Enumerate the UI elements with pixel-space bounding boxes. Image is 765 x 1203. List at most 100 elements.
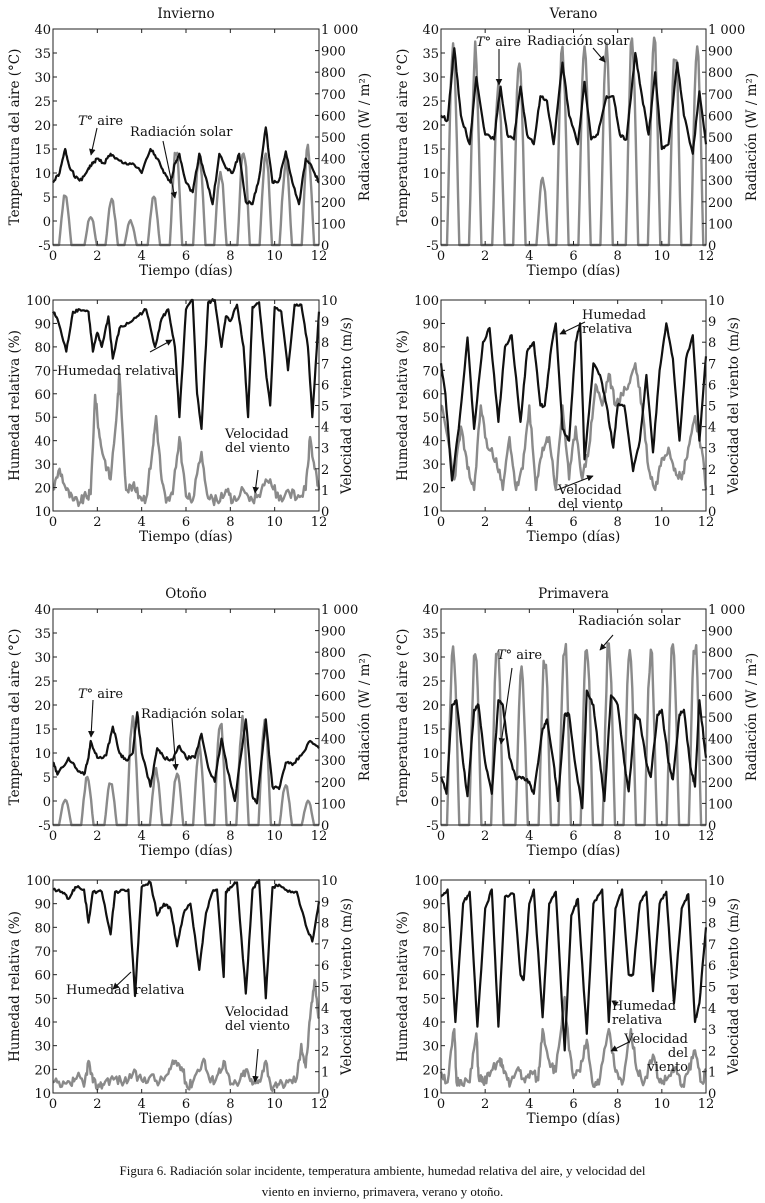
y2-tick-label: 1 000 [321,603,358,618]
y-tick-label: 90 [34,898,51,913]
y2-tick-label: 10 [321,294,338,309]
y2-tick-label: 2 [321,1044,329,1059]
y2-tick-label: 0 [708,505,716,520]
x-tick-label: 12 [311,515,328,530]
y2-tick-label: 500 [708,131,733,146]
x-tick-label: 6 [569,249,577,264]
y-tick-label: 100 [26,294,51,309]
x-tick-label: 6 [182,1097,190,1112]
x-tick-label: 4 [525,249,533,264]
y2-tick-label: 0 [321,239,329,254]
y2-tick-label: 400 [321,733,346,748]
chart-invierno-hum: 0 2 4 6 8 10 121020304050607080901000123456789… [7,294,355,545]
y2-tick-label: 0 [708,819,716,834]
y-tick-label: 20 [422,699,439,714]
x-tick-label: 10 [654,515,671,530]
y2-tick-label: 4 [708,1002,716,1017]
x-tick-label: 4 [138,1097,146,1112]
x-tick-label: 8 [226,515,234,530]
y-tick-label: 5 [43,771,51,786]
series-humedad-relativa [52,878,321,1000]
y2-tick-label: 900 [321,625,346,640]
y2-tick-label: 5 [321,400,329,415]
y-tick-label: 0 [43,795,51,810]
y-axis-label: Temperatura del aire (°C) [7,49,23,226]
y2-tick-label: 4 [321,1002,329,1017]
y2-tick-label: 5 [708,981,716,996]
x-tick-label: 4 [138,249,146,264]
y-tick-label: 30 [34,651,51,666]
y-tick-label: 40 [422,1016,439,1031]
y-tick-label: 90 [422,317,439,332]
y2-tick-label: 900 [708,625,733,640]
x-tick-label: 6 [569,515,577,530]
y2-axis-label: Radiación (W / m²) [744,653,760,781]
x-tick-label: 10 [266,515,283,530]
annotation-arrow [171,717,179,771]
y2-tick-label: 8 [321,917,329,932]
y2-tick-label: 600 [708,109,733,124]
y-tick-label: 70 [34,945,51,960]
x-axis-label: Tiempo (días) [527,1111,621,1127]
y-tick-label: 40 [34,603,51,618]
y-tick-label: 10 [34,505,51,520]
annotation-t-symbol: T [78,687,88,702]
x-tick-label: 4 [138,515,146,530]
annotation-t-symbol: T [497,648,507,663]
x-axis-label: Tiempo (días) [139,843,233,859]
y-tick-label: 40 [34,23,51,38]
annotation-label: del viento [225,1019,290,1034]
x-tick-label: 2 [481,829,489,844]
annotation-label: del [668,1046,688,1061]
x-tick-label: 8 [226,249,234,264]
annotation-label: relativa [612,1013,663,1028]
x-axis-label: Tiempo (días) [139,263,233,279]
y-tick-label: 30 [422,1040,439,1055]
x-tick-label: 8 [614,515,622,530]
y-tick-label: 50 [34,411,51,426]
y-tick-label: 20 [34,119,51,134]
y-axis-label: Humedad relativa (%) [395,911,411,1062]
annotation-arrow [112,971,132,990]
y2-tick-label: 1 [708,1066,716,1081]
x-tick-label: 12 [698,829,715,844]
y-tick-label: 100 [26,874,51,889]
y2-tick-label: 300 [321,174,346,189]
annotation-label: relativa [582,322,633,337]
annotation-arrow [149,339,173,353]
y2-tick-label: 600 [321,689,346,704]
x-tick-label: 2 [481,249,489,264]
y2-tick-label: 700 [708,668,733,683]
series-radiación-solar [441,642,706,827]
annotation-label: Radiación solar [130,125,233,140]
annotation-t-symbol: T [78,114,88,129]
y-tick-label: 70 [422,364,439,379]
y2-tick-label: 10 [321,874,338,889]
caption-line-2: viento en invierno, primavera, verano y … [261,1184,504,1199]
y-tick-label: 100 [414,294,439,309]
annotation-t-rest: ° aire [87,687,124,702]
y-tick-label: 15 [34,723,51,738]
x-tick-label: 0 [437,829,445,844]
y-tick-label: 60 [422,969,439,984]
chart-title: Otoño [165,586,206,602]
y2-tick-label: 2 [321,463,329,478]
y-tick-label: 40 [34,1016,51,1031]
annotation-label: del viento [558,497,623,512]
annotation-label: Radiación solar [578,614,681,629]
y2-tick-label: 200 [708,196,733,211]
y-tick-label: 30 [34,1040,51,1055]
y-tick-label: -5 [426,819,439,834]
annotation-label: Velocidad [224,427,289,442]
caption-line-1: Figura 6. Radiación solar incidente, tem… [119,1163,646,1178]
y-tick-label: 80 [34,921,51,936]
y2-tick-label: 6 [708,378,716,393]
y2-tick-label: 3 [321,1023,329,1038]
y2-tick-label: 0 [321,1087,329,1102]
y-tick-label: 80 [422,341,439,356]
annotation-label: viento [646,1060,688,1075]
y-axis-label: Temperatura del aire (°C) [395,629,411,806]
y-tick-label: 20 [34,1063,51,1078]
series-radiación-solar [53,143,319,247]
